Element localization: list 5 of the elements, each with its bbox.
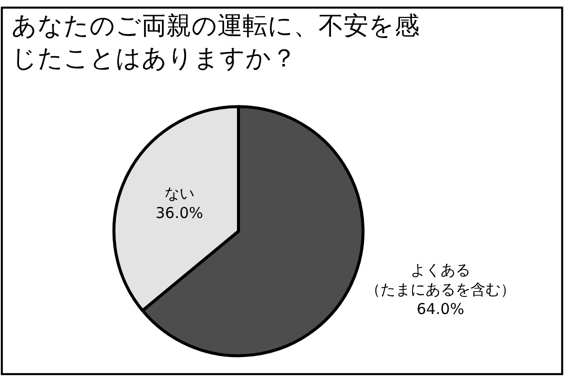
slice-label: ない bbox=[164, 184, 194, 203]
slice-label: よくある（たまにあるを含む） bbox=[365, 260, 516, 298]
data-label: 64.0% bbox=[416, 300, 464, 318]
chart-title: あなたのご両親の運転に、不安を感じたことはありますか？ bbox=[11, 10, 420, 72]
data-label: 36.0% bbox=[156, 204, 204, 222]
